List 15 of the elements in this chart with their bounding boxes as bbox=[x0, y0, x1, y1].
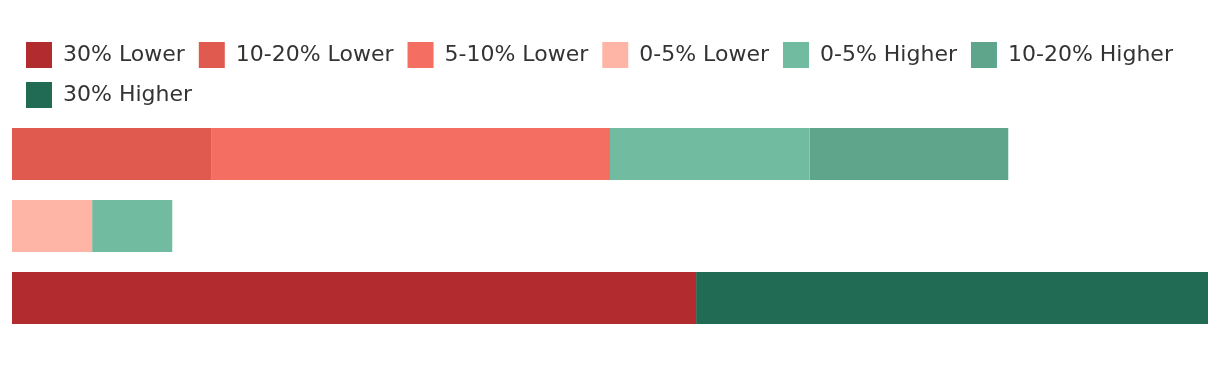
legend-label: 10-20% Lower bbox=[235, 40, 395, 66]
legend-label: 10-20% Higher bbox=[1007, 40, 1174, 66]
legend-label: 5-10% Lower bbox=[444, 40, 590, 66]
legend-label: 0-5% Lower bbox=[639, 40, 770, 66]
bar bbox=[211, 128, 610, 180]
legend-label: 30% Higher bbox=[63, 80, 193, 106]
bar bbox=[12, 200, 93, 252]
bar bbox=[809, 128, 1009, 180]
bar bbox=[696, 272, 1208, 324]
bar bbox=[92, 200, 173, 252]
bar bbox=[610, 128, 810, 180]
legend-label: 0-5% Higher bbox=[819, 40, 958, 66]
legend-label: 30% Lower bbox=[63, 40, 186, 66]
bar bbox=[12, 272, 697, 324]
bar bbox=[12, 128, 212, 180]
